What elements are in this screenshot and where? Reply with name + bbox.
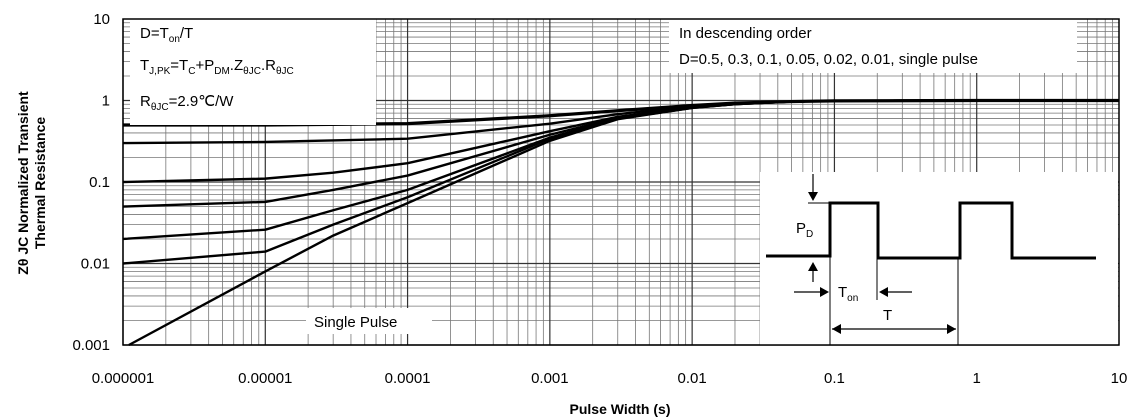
- y-tick-label: 0.001: [72, 337, 110, 354]
- x-tick-label: 0.01: [678, 370, 707, 387]
- annotation-box-left: D=Ton/T TJ,PK=TC+PDM.ZθJC.RθJC RθJC=2.9℃…: [130, 17, 376, 125]
- y-axis-title-line1: Zθ JC Normalized Transient: [15, 91, 31, 275]
- plot-frame: [122, 18, 1120, 346]
- x-tick-label: 0.001: [531, 370, 569, 387]
- y-tick-label: 0.01: [81, 256, 110, 273]
- y-tick-label: 10: [93, 11, 110, 28]
- x-tick-label: 0.000001: [92, 370, 155, 387]
- x-tick-label: 0.0001: [385, 370, 431, 387]
- y-tick-label: 1: [102, 93, 110, 110]
- duty-formula: D=Ton/T: [140, 25, 193, 45]
- pulse-inset: PD Ton T: [760, 172, 1118, 345]
- period-label: T: [883, 307, 892, 324]
- x-tick-labels: 0.000001 0.00001 0.0001 0.001 0.01 0.1 1 10: [92, 370, 1128, 387]
- thermal-resistance-value: RθJC=2.9℃/W: [140, 93, 234, 113]
- x-tick-label: 0.1: [824, 370, 845, 387]
- x-axis-title: Pulse Width (s): [570, 401, 671, 417]
- annotation-box-right: In descending order D=0.5, 0.3, 0.1, 0.0…: [669, 17, 1077, 73]
- single-pulse-label-box: Single Pulse: [306, 308, 432, 334]
- junction-temp-formula: TJ,PK=TC+PDM.ZθJC.RθJC: [140, 57, 294, 77]
- duty-list: D=0.5, 0.3, 0.1, 0.05, 0.02, 0.01, singl…: [679, 51, 978, 68]
- x-tick-label: 1: [973, 370, 981, 387]
- y-tick-labels: 0.001 0.01 0.1 1 10: [72, 11, 110, 354]
- ton-label: Ton: [838, 284, 858, 304]
- single-pulse-label: Single Pulse: [314, 314, 397, 331]
- pulse-waveform: [766, 201, 1096, 260]
- x-tick-label: 0.00001: [238, 370, 292, 387]
- x-tick-label: 10: [1111, 370, 1128, 387]
- y-axis-title-line2: Thermal Resistance: [32, 117, 48, 249]
- y-tick-label: 0.1: [89, 174, 110, 191]
- series-line-single-pulse: [128, 99, 1119, 347]
- order-note: In descending order: [679, 25, 812, 42]
- pd-label: PD: [796, 220, 813, 240]
